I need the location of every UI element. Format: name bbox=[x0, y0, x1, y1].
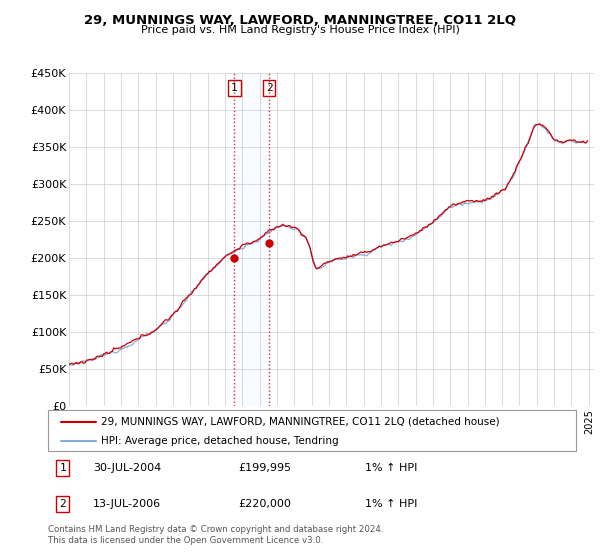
Text: £199,995: £199,995 bbox=[238, 463, 291, 473]
Text: HPI: Average price, detached house, Tendring: HPI: Average price, detached house, Tend… bbox=[101, 436, 338, 446]
Text: Price paid vs. HM Land Registry's House Price Index (HPI): Price paid vs. HM Land Registry's House … bbox=[140, 25, 460, 35]
Text: 2: 2 bbox=[266, 83, 272, 93]
Bar bbox=[235, 73, 269, 406]
Text: 2: 2 bbox=[59, 499, 66, 509]
Text: 29, MUNNINGS WAY, LAWFORD, MANNINGTREE, CO11 2LQ: 29, MUNNINGS WAY, LAWFORD, MANNINGTREE, … bbox=[84, 14, 516, 27]
Text: 1% ↑ HPI: 1% ↑ HPI bbox=[365, 499, 417, 509]
Text: 1: 1 bbox=[59, 463, 66, 473]
Text: 30-JUL-2004: 30-JUL-2004 bbox=[93, 463, 161, 473]
Text: 29, MUNNINGS WAY, LAWFORD, MANNINGTREE, CO11 2LQ (detached house): 29, MUNNINGS WAY, LAWFORD, MANNINGTREE, … bbox=[101, 417, 499, 427]
FancyBboxPatch shape bbox=[48, 410, 576, 451]
Text: £220,000: £220,000 bbox=[238, 499, 291, 509]
Text: Contains HM Land Registry data © Crown copyright and database right 2024.
This d: Contains HM Land Registry data © Crown c… bbox=[48, 525, 383, 545]
Text: 13-JUL-2006: 13-JUL-2006 bbox=[93, 499, 161, 509]
Text: 1: 1 bbox=[231, 83, 238, 93]
Text: 1% ↑ HPI: 1% ↑ HPI bbox=[365, 463, 417, 473]
